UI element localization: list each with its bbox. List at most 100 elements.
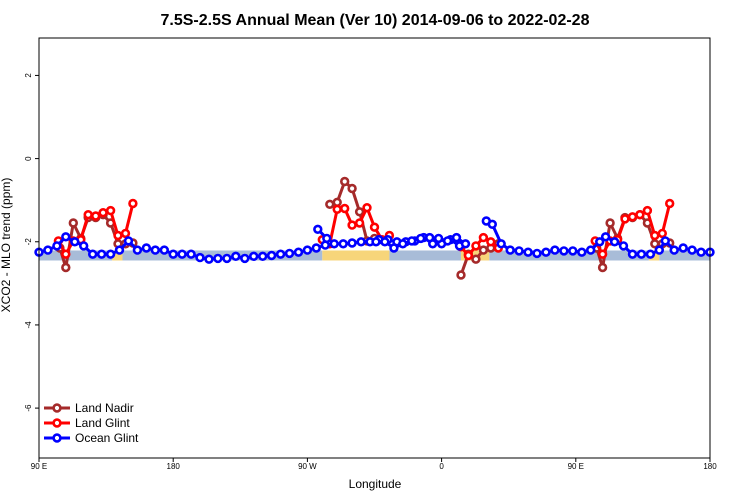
data-point [597, 262, 608, 273]
data-point [61, 232, 71, 242]
data-point [332, 204, 342, 215]
data-point [456, 270, 466, 280]
data-point [654, 245, 664, 255]
data-point [356, 237, 366, 247]
data-point [313, 224, 323, 235]
band-segment-4 [389, 250, 461, 261]
legend-label: Land Nadir [75, 401, 134, 415]
y-axis: 2 0 -2 -4 -6 [24, 73, 39, 412]
data-point [347, 220, 357, 230]
data-point [442, 236, 453, 246]
band-segment-8 [659, 250, 710, 261]
data-point [487, 219, 497, 230]
data-point [338, 239, 348, 249]
data-point [627, 212, 638, 222]
data-point [550, 245, 560, 255]
data-point [577, 247, 587, 257]
data-point [114, 245, 125, 255]
data-point [645, 249, 656, 259]
data-point [105, 249, 116, 259]
x-tick-label-0: 90 E [31, 462, 47, 471]
band-segment-2 [122, 250, 323, 261]
chart-title: 7.5S-2.5S Annual Mean (Ver 10) 2014-09-0… [161, 12, 590, 29]
data-point [61, 262, 71, 273]
data-point [642, 205, 653, 216]
data-point [389, 243, 399, 253]
data-point [605, 218, 615, 228]
y-tick-label-2: -2 [24, 238, 33, 246]
data-point [460, 239, 471, 249]
data-point [150, 245, 161, 255]
legend-label: Ocean Glint [75, 431, 139, 445]
data-point [83, 210, 93, 220]
band-segment-1 [112, 250, 123, 261]
data-point [369, 222, 380, 232]
legend-marker [52, 418, 62, 428]
x-axis-label: Longitude [349, 477, 402, 491]
data-point [425, 232, 435, 243]
data-point [362, 203, 372, 213]
data-point [340, 176, 350, 187]
data-point [657, 228, 667, 239]
data-point [478, 245, 489, 255]
data-point [322, 233, 332, 244]
data-point [496, 239, 506, 249]
data-point [635, 210, 645, 220]
data-point [433, 233, 444, 244]
data-point [471, 241, 481, 251]
data-point [541, 247, 551, 257]
y-tick-label-3: -4 [24, 321, 33, 329]
data-point [240, 253, 250, 264]
legend-label: Land Glint [75, 416, 130, 430]
series-land-nadir [55, 176, 675, 280]
data-point [696, 247, 706, 257]
plot-frame [38, 37, 711, 459]
data-point [70, 237, 80, 247]
data-point [213, 253, 223, 264]
data-point [463, 250, 474, 261]
data-point [195, 252, 205, 263]
data-point [177, 249, 187, 259]
data-point [478, 232, 489, 243]
data-point [325, 199, 335, 210]
data-point [113, 230, 123, 241]
data-point [354, 218, 365, 228]
data-point [302, 245, 313, 255]
data-point [523, 247, 533, 257]
data-point [87, 249, 98, 259]
data-point [354, 207, 365, 217]
legend-marker [52, 403, 62, 413]
data-point [141, 243, 152, 253]
data-point [258, 251, 268, 261]
data-point [132, 245, 143, 255]
data-point [340, 203, 350, 214]
data-point [78, 241, 89, 251]
data-point [249, 251, 259, 261]
data-point [293, 247, 304, 257]
data-point [486, 237, 496, 247]
x-tick-label-1: 180 [167, 462, 181, 471]
data-point [96, 249, 107, 259]
data-point [329, 239, 339, 249]
data-point [52, 241, 62, 251]
data-point [532, 248, 542, 259]
legend-marker [52, 433, 62, 443]
data-point [559, 246, 569, 256]
data-point [609, 237, 620, 247]
data-point [120, 228, 131, 239]
x-tick-label-4: 90 E [568, 462, 584, 471]
band-segment-6 [489, 250, 649, 261]
data-point [620, 214, 630, 224]
data-point [514, 246, 524, 256]
legend-item-land-nadir: Land Nadir [44, 401, 134, 415]
data-point [660, 236, 670, 246]
data-point [618, 241, 629, 251]
data-point [407, 236, 417, 246]
data-point [597, 249, 608, 259]
data-point [568, 246, 578, 256]
data-point [687, 245, 697, 255]
data-point [585, 245, 596, 255]
data-point [266, 250, 277, 261]
data-point [371, 237, 381, 247]
